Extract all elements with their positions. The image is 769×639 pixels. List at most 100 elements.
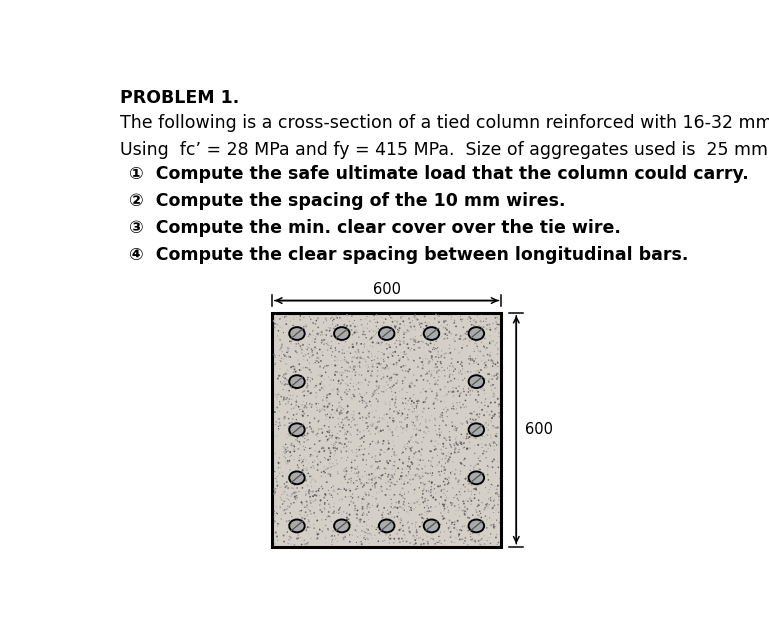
Point [365,502,377,512]
Point [268,489,280,499]
Point [395,362,408,372]
Point [482,494,494,504]
Point [442,452,454,462]
Point [374,464,386,474]
Point [273,417,285,427]
Point [424,487,437,497]
Point [405,433,418,443]
Point [366,436,378,447]
Point [388,400,401,410]
Point [285,362,297,373]
Point [282,413,295,424]
Point [321,426,333,436]
Point [392,333,404,343]
Point [315,371,328,381]
Point [404,318,416,328]
Point [371,376,383,387]
Point [322,372,335,382]
Point [426,529,438,539]
Point [481,461,494,471]
Point [354,353,366,363]
Point [436,412,448,422]
Point [452,447,464,457]
Point [294,510,306,520]
Point [330,534,342,544]
Point [387,348,399,358]
Point [296,410,308,420]
Point [332,530,345,540]
Point [413,318,425,328]
Point [423,506,435,516]
Point [342,358,355,368]
Point [427,344,439,355]
Point [470,433,482,443]
Point [331,459,343,469]
Point [289,397,301,407]
Point [282,539,295,549]
Point [288,454,300,465]
Point [392,431,404,442]
Point [365,325,378,335]
Point [480,360,492,371]
Point [379,490,391,500]
Point [428,502,441,512]
Point [408,336,421,346]
Point [420,519,432,529]
Point [352,345,365,355]
Point [291,514,304,525]
Point [308,497,320,507]
Point [351,465,364,475]
Point [474,539,486,550]
Point [347,489,359,499]
Point [453,529,465,539]
Point [452,374,464,385]
Point [389,347,401,357]
Point [301,379,314,389]
Point [288,521,301,531]
Point [371,439,383,449]
Point [308,412,321,422]
Point [275,392,288,402]
Point [347,330,359,340]
Point [324,412,336,422]
Point [420,530,432,540]
Point [452,427,464,437]
Point [461,523,473,533]
Point [440,348,452,358]
Point [397,366,409,376]
Point [438,316,450,326]
Point [329,448,341,458]
Point [312,357,325,367]
Point [487,502,499,512]
Point [488,388,500,398]
Point [371,522,384,532]
Point [334,401,346,411]
Point [428,525,441,535]
Point [311,529,324,539]
Point [328,440,340,450]
Point [444,365,456,375]
Point [468,338,481,348]
Point [306,399,318,410]
Point [276,343,288,353]
Point [464,465,477,475]
Point [283,343,295,353]
Point [489,312,501,323]
Point [274,420,286,431]
Point [309,334,321,344]
Point [474,426,486,436]
Point [470,339,482,349]
Point [293,330,305,340]
Point [288,330,300,341]
Point [312,426,325,436]
Point [341,332,353,343]
Point [361,520,373,530]
Point [339,464,351,474]
Point [459,358,471,368]
Point [325,410,338,420]
Point [280,319,292,329]
Point [322,360,335,371]
Point [478,341,490,351]
Point [360,491,372,501]
Point [376,337,388,348]
